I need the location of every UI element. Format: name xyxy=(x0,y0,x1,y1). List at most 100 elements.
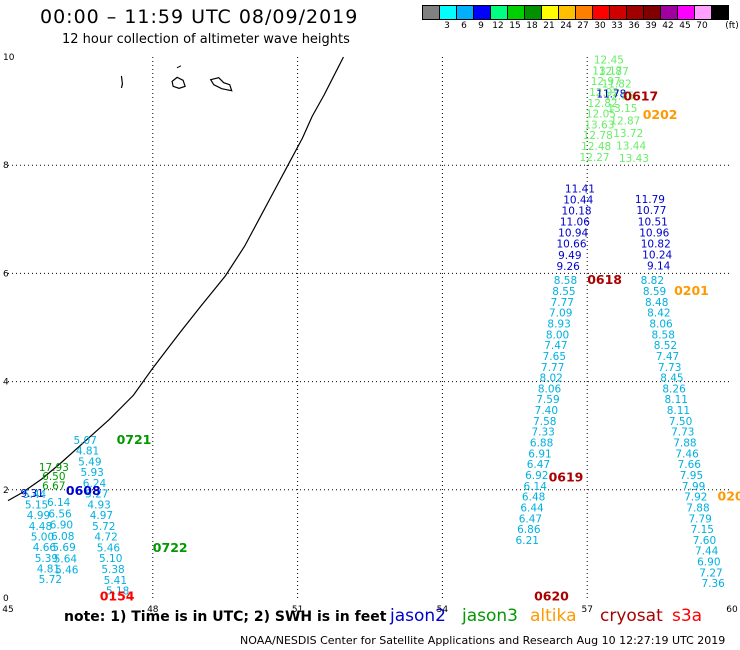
wave-height-value: 5.69 xyxy=(52,542,75,554)
wave-height-value: 5.93 xyxy=(80,467,103,479)
colorbar-unit: (ft) xyxy=(725,21,739,31)
wave-height-value: 4.48 xyxy=(29,521,52,533)
lat-tick-label: 0 xyxy=(3,594,9,604)
wave-height-value: 5.38 xyxy=(101,564,124,576)
wave-height-value: 7.65 xyxy=(543,351,566,363)
wave-height-value: 5.41 xyxy=(104,575,127,587)
wave-height-value: 13.44 xyxy=(616,141,646,153)
wave-height-value: 10.77 xyxy=(636,205,666,217)
wave-height-value: 6.88 xyxy=(530,438,553,450)
pass-time-label: 0619 xyxy=(549,470,584,485)
wave-height-value: 4.81 xyxy=(37,564,60,576)
wave-height-value: 5.39 xyxy=(35,553,58,565)
map-title: 00:00 – 11:59 UTC 08/09/2019 xyxy=(40,6,359,28)
wave-height-value: 8.58 xyxy=(652,329,675,341)
wave-height-value: 4.99 xyxy=(27,510,50,522)
lon-tick-label: 60 xyxy=(726,605,738,615)
colorbar-tick-label: 33 xyxy=(611,21,623,31)
wave-height-value: 7.99 xyxy=(682,481,705,493)
wave-height-value: 5.72 xyxy=(39,574,62,586)
wave-height-value: 7.36 xyxy=(701,578,725,590)
wave-height-value: 7.73 xyxy=(658,362,681,374)
colorbar-tick-label: 18 xyxy=(526,21,538,31)
wave-height-value: 4.81 xyxy=(76,446,99,458)
colorbar-swatch xyxy=(711,5,729,20)
wave-height-value: 7.79 xyxy=(688,513,711,525)
wave-height-value: 4.93 xyxy=(87,499,110,511)
legend-s3a: s3a xyxy=(672,606,703,626)
wave-height-value: 6.24 xyxy=(83,478,107,490)
wave-height-value: 12.82 xyxy=(588,98,618,110)
wave-height-value: 5.10 xyxy=(99,553,122,565)
wave-height-value: 6.67 xyxy=(42,480,65,492)
colorbar-tick-label: 21 xyxy=(543,21,555,31)
island-outline xyxy=(209,77,233,92)
wave-height-value: 11.06 xyxy=(560,217,590,229)
wave-height-value: 8.55 xyxy=(552,286,575,298)
wave-height-value: 10.44 xyxy=(563,194,593,206)
wave-height-value: 8.26 xyxy=(662,383,686,395)
pass-time-label: 0722 xyxy=(153,540,188,555)
wave-height-value: 6.86 xyxy=(517,524,541,536)
wave-height-value: 7.44 xyxy=(695,546,719,558)
wave-height-value: 12.97 xyxy=(591,76,621,88)
wave-height-value: 5.44 xyxy=(23,489,47,501)
wave-height-value: 12.05 xyxy=(586,109,616,121)
colorbar-tick-label: 6 xyxy=(461,21,467,31)
lon-tick-label: 54 xyxy=(437,605,449,615)
wave-height-value: 6.50 xyxy=(42,471,65,483)
colorbar-tick-label: 45 xyxy=(679,21,691,31)
wave-height-value: 9.14 xyxy=(647,261,671,273)
colorbar-tick-label: 39 xyxy=(645,21,657,31)
colorbar-tick-label: 36 xyxy=(628,21,640,31)
wave-height-value: 8.00 xyxy=(546,329,569,341)
wave-height-value: 10.18 xyxy=(562,205,592,217)
wave-height-value: 13.43 xyxy=(619,153,649,165)
wave-height-value: 11.82 xyxy=(602,78,632,90)
wave-height-value: 8.42 xyxy=(647,308,670,320)
wave-height-value: 7.60 xyxy=(693,535,716,547)
wave-height-value: 7.47 xyxy=(656,351,679,363)
wave-height-value: 7.27 xyxy=(699,567,722,579)
legend-cryosat: cryosat xyxy=(600,606,663,626)
wave-height-value: 12.78 xyxy=(583,130,613,142)
wave-height-value: 10.51 xyxy=(638,216,668,228)
colorbar-tick-label: 27 xyxy=(577,21,589,31)
wave-height-value: 6.21 xyxy=(516,535,539,547)
wave-height-value: 8.48 xyxy=(645,297,668,309)
island-outline xyxy=(171,76,186,89)
wave-height-value: 6.44 xyxy=(520,502,544,514)
wave-height-value: 12.92 xyxy=(589,87,619,99)
lat-tick-label: 6 xyxy=(3,269,9,279)
wave-height-value: 4.97 xyxy=(90,510,113,522)
pass-time-label: 0721 xyxy=(117,432,152,447)
wave-height-value: 6.90 xyxy=(50,520,73,532)
wave-height-value: 4.72 xyxy=(94,532,117,544)
wave-height-value: 8.02 xyxy=(539,373,562,385)
wave-height-value: 5.00 xyxy=(31,532,54,544)
pass-time-label: 0617 xyxy=(623,88,658,103)
wave-height-value: 6.08 xyxy=(51,531,74,543)
note-text: note: 1) Time is in UTC; 2) SWH is in fe… xyxy=(64,609,387,625)
wave-height-value: 7.33 xyxy=(531,427,554,439)
wave-height-value: 7.40 xyxy=(535,405,558,417)
island-outline xyxy=(176,65,182,69)
colorbar-tick-label: 15 xyxy=(509,21,521,31)
wave-height-value: 5.18 xyxy=(106,586,129,598)
wave-height-value: 8.11 xyxy=(667,405,690,417)
legend-jason2: jason2 xyxy=(390,606,446,626)
wave-height-value: 6.90 xyxy=(697,557,720,569)
wave-height-value: 5.27 xyxy=(85,489,108,501)
wave-height-value: 6.14 xyxy=(47,497,71,509)
wave-height-value: 5.15 xyxy=(25,500,48,512)
wave-height-value: 13.72 xyxy=(613,128,643,140)
lat-tick-label: 2 xyxy=(3,486,9,496)
wave-height-value: 5.07 xyxy=(74,435,97,447)
pass-time-label: 020 xyxy=(718,489,740,504)
wave-height-value: 10.24 xyxy=(642,250,672,262)
wave-height-value: 7.77 xyxy=(541,362,564,374)
lat-tick-label: 8 xyxy=(3,161,9,171)
lon-tick-label: 48 xyxy=(147,605,159,615)
wave-height-value: 13.63 xyxy=(584,119,614,131)
colorbar-tick-label: 42 xyxy=(662,21,674,31)
